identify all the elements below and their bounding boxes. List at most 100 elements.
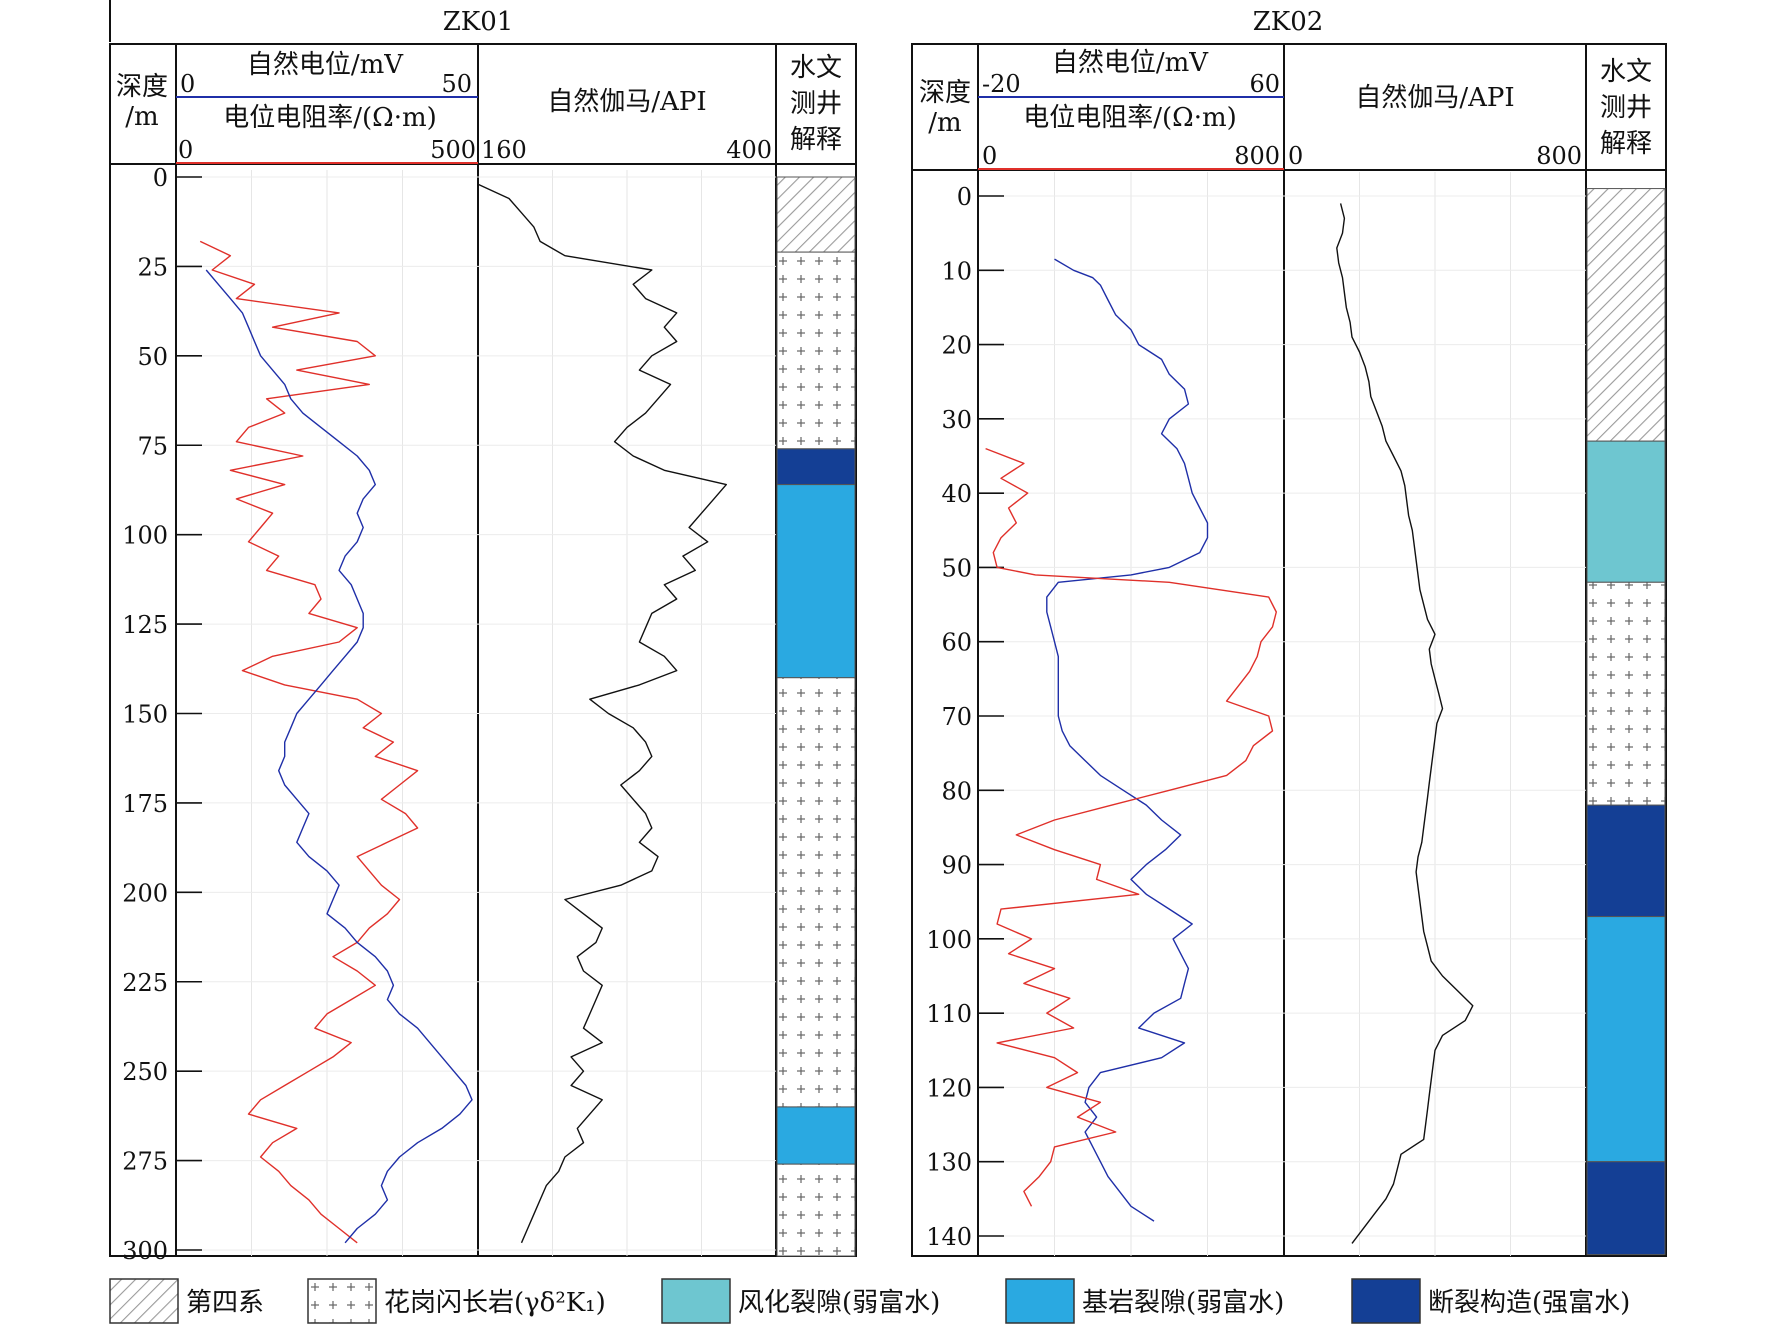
depth-tick-label: 0 [153, 164, 168, 192]
depth-tick-label: 20 [941, 332, 972, 360]
depth-tick-label: 225 [122, 969, 168, 997]
sp-min: 0 [180, 70, 195, 98]
interval-weathered [1586, 440, 1666, 583]
curve-sp [1046, 258, 1209, 1222]
legend-item-fault: 断裂构造(强富水) [1351, 1278, 1630, 1324]
panel-title: ZK01 [443, 7, 514, 37]
depth-tick-label: 130 [926, 1149, 972, 1177]
legend-swatch-fault [1351, 1278, 1421, 1324]
legend-swatch-weathered [661, 1278, 731, 1324]
depth-header: 深度 [116, 72, 168, 102]
interval-granodiorite [1586, 581, 1666, 806]
depth-unit: /m [125, 102, 158, 132]
depth-tick-label: 150 [122, 701, 168, 729]
plot-area: 0 10 20 30 40 50 60 70 80 90 100 110 120 130 140 [926, 172, 1666, 1256]
legend-item-weathered: 风化裂隙(弱富水) [661, 1278, 940, 1324]
sp-max: 50 [441, 70, 472, 98]
interval-fault [1586, 1161, 1666, 1256]
res-header: 电位电阻率/(Ω·m) [223, 103, 437, 133]
panel-zk02: ZK02 深度 /m 自然电位/mV -20 60 电位电阻率/(Ω·m) 0 … [911, 7, 1667, 1257]
legend-label: 第四系 [186, 1288, 264, 1318]
interval-fault [776, 448, 856, 486]
sp-min: -20 [982, 70, 1021, 98]
sp-header: 自然电位/mV [1052, 48, 1209, 78]
depth-tick-label: 10 [941, 257, 972, 285]
res-header: 电位电阻率/(Ω·m) [1023, 103, 1237, 133]
legend-item-bedrock: 基岩裂隙(弱富水) [1005, 1278, 1284, 1324]
depth-tick-label: 100 [926, 926, 972, 954]
res-max: 800 [1234, 142, 1280, 170]
depth-tick-label: 50 [941, 554, 972, 582]
gamma-min: 0 [1288, 142, 1303, 170]
depth-tick-label: 120 [926, 1074, 972, 1102]
interval-quaternary [776, 176, 856, 253]
legend-label: 断裂构造(强富水) [1428, 1288, 1630, 1318]
legend-item-granodiorite: 花岗闪长岩(γδ²K₁) [307, 1278, 606, 1324]
gamma-max: 400 [726, 136, 772, 164]
legend: 第四系 花岗闪长岩(γδ²K₁) 风化裂隙(弱富水) 基岩裂隙(弱富水) 断裂构… [109, 1278, 1630, 1324]
legend-swatch-quaternary [109, 1278, 179, 1324]
legend-swatch-bedrock [1005, 1278, 1075, 1324]
depth-tick-label: 80 [941, 777, 972, 805]
plot-area: 0 25 50 75 100 125 150 175 200 225 250 275 300 [122, 164, 856, 1265]
panel-title: ZK02 [1253, 7, 1324, 37]
res-min: 0 [982, 142, 997, 170]
interval-fault [1586, 804, 1666, 918]
interp-header-2: 测井 [1600, 93, 1652, 123]
interp-header-2: 测井 [790, 89, 842, 119]
depth-tick-label: 40 [941, 480, 972, 508]
res-min: 0 [178, 136, 193, 164]
curve-sp [205, 269, 473, 1244]
curve-res [985, 447, 1278, 1207]
interval-bedrock [776, 1106, 856, 1165]
sp-max: 60 [1249, 70, 1280, 98]
depth-tick-label: 110 [926, 1000, 972, 1028]
depth-tick-label: 60 [941, 629, 972, 657]
depth-tick-label: 175 [122, 790, 168, 818]
interval-granodiorite [776, 677, 856, 1108]
depth-tick-label: 125 [122, 611, 168, 639]
gamma-header: 自然伽马/API [547, 87, 706, 117]
interp-header-3: 解释 [790, 125, 842, 155]
gamma-min: 160 [481, 136, 527, 164]
res-max: 500 [430, 136, 476, 164]
depth-tick-label: 250 [122, 1058, 168, 1086]
depth-tick-label: 50 [137, 343, 168, 371]
legend-swatch-granodiorite [307, 1278, 377, 1324]
interval-quaternary [1586, 188, 1666, 442]
legend-label: 花岗闪长岩(γδ²K₁) [384, 1288, 606, 1318]
depth-tick-label: 0 [957, 183, 972, 211]
depth-tick-label: 275 [122, 1148, 168, 1176]
depth-header: 深度 [919, 78, 971, 108]
depth-tick-label: 30 [941, 406, 972, 434]
depth-tick-label: 140 [926, 1223, 972, 1251]
depth-unit: /m [928, 108, 961, 138]
panel-zk01: ZK01 深度 /m 自然电位/mV 0 50 电位电阻率/(Ω·m) 0 50… [109, 0, 857, 1265]
gamma-max: 800 [1536, 142, 1582, 170]
curve-gamma [1336, 203, 1474, 1244]
interp-header-3: 解释 [1600, 129, 1652, 159]
depth-tick-label: 75 [137, 432, 168, 460]
depth-tick-label: 200 [122, 879, 168, 907]
legend-item-quaternary: 第四系 [109, 1278, 264, 1324]
panel-frame [911, 43, 1667, 1257]
depth-tick-label: 70 [941, 703, 972, 731]
interval-granodiorite [776, 251, 856, 450]
interval-bedrock [1586, 916, 1666, 1163]
sp-header: 自然电位/mV [247, 50, 404, 80]
curve-res [199, 240, 419, 1244]
depth-tick-label: 100 [122, 522, 168, 550]
depth-tick-label: 300 [122, 1237, 168, 1265]
interval-bedrock [776, 484, 856, 679]
legend-label: 风化裂隙(弱富水) [738, 1288, 940, 1318]
gamma-header: 自然伽马/API [1355, 83, 1514, 113]
interp-header-1: 水文 [1600, 57, 1652, 87]
depth-tick-label: 90 [941, 852, 972, 880]
panel-frame [109, 43, 857, 1257]
legend-label: 基岩裂隙(弱富水) [1082, 1288, 1284, 1318]
interp-header-1: 水文 [790, 53, 842, 83]
interval-granodiorite [776, 1163, 856, 1257]
curve-gamma [477, 183, 727, 1244]
depth-tick-label: 25 [137, 253, 168, 281]
